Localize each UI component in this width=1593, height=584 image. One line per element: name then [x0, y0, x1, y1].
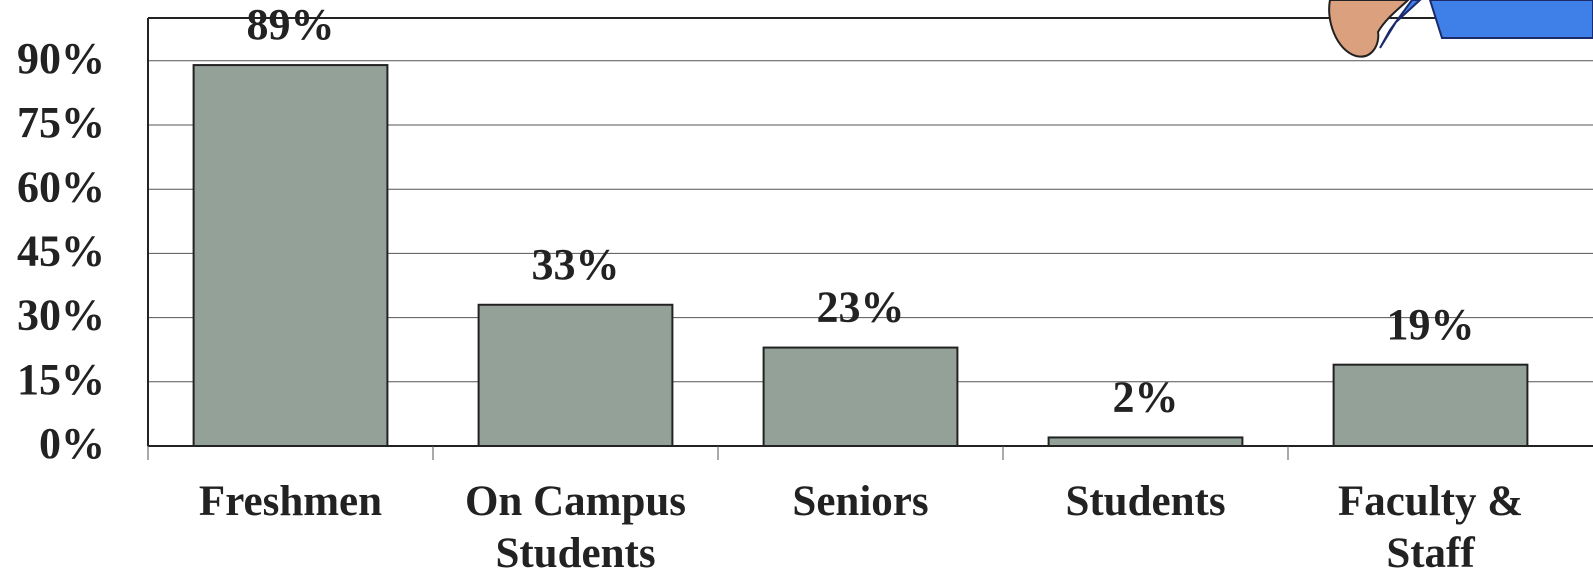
value-label: 2%: [1113, 373, 1179, 422]
bar: [1332, 363, 1529, 447]
y-tick-label: 0%: [39, 419, 105, 468]
value-label: 19%: [1387, 300, 1475, 349]
bar: [477, 303, 674, 448]
bar: [1047, 436, 1244, 448]
y-tick-label: 15%: [17, 355, 105, 404]
y-tick-label: 75%: [17, 98, 105, 147]
x-tick-label: Faculty & Staff: [1337, 478, 1524, 577]
value-label: 89%: [247, 0, 335, 49]
x-tick-label: Seniors: [792, 478, 929, 525]
value-label: 33%: [532, 240, 620, 289]
bar: [192, 64, 389, 448]
clipart: [1328, 0, 1593, 58]
value-label: 23%: [817, 283, 905, 332]
x-tick-label: Students: [1065, 478, 1226, 525]
y-tick-label: 90%: [17, 34, 105, 83]
x-tick-label: On Campus Students: [464, 478, 687, 577]
y-tick-label: 30%: [17, 291, 105, 340]
bar: [762, 346, 959, 447]
x-tick-label: Freshmen: [198, 478, 383, 525]
y-tick-label: 45%: [17, 226, 105, 275]
y-tick-label: 60%: [17, 162, 105, 211]
